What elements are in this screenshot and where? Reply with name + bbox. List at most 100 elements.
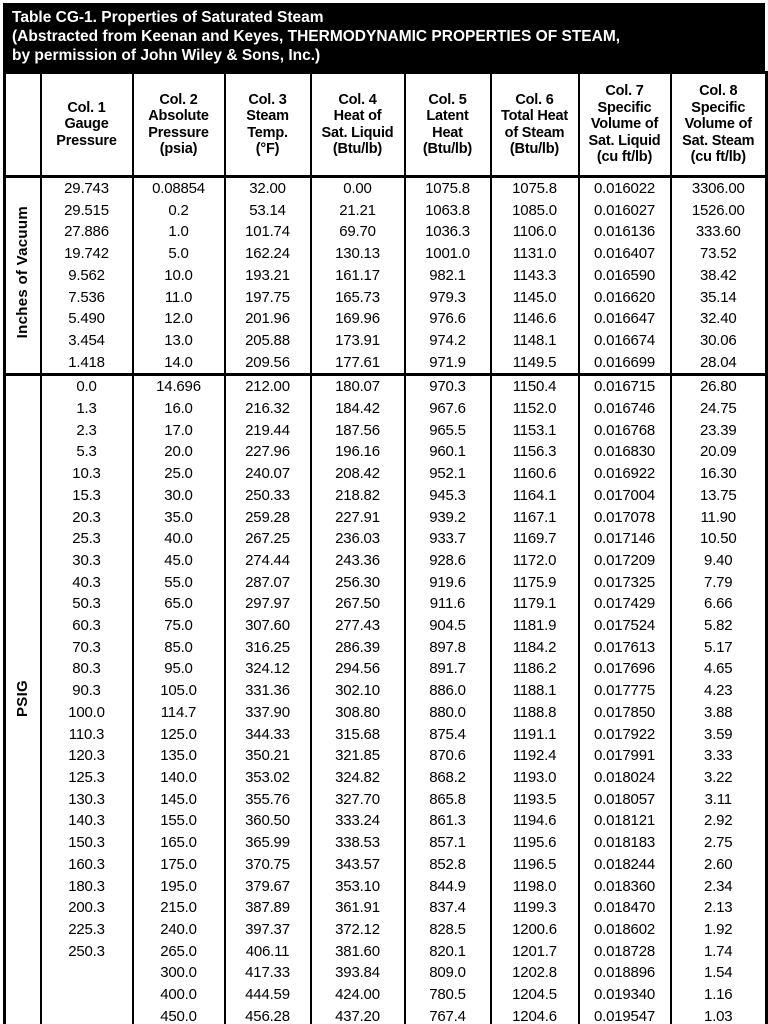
data-cell-col3: 287.07 bbox=[223, 571, 312, 594]
data-cell-col8: 1.92 bbox=[669, 918, 768, 941]
data-cell-col7: 0.018244 bbox=[577, 853, 672, 876]
data-cell-col1: 40.3 bbox=[39, 571, 134, 594]
data-cell-col3: 197.75 bbox=[223, 286, 312, 309]
data-cell-col8: 1.54 bbox=[669, 962, 768, 985]
data-cell-col1: 70.3 bbox=[39, 636, 134, 659]
table-title-bar: Table CG-1. Properties of Saturated Stea… bbox=[3, 3, 765, 71]
data-cell-col1 bbox=[39, 984, 134, 1006]
data-cell-col1: 0.0 bbox=[39, 373, 134, 399]
data-cell-col1: 1.418 bbox=[39, 351, 134, 375]
data-cell-col5: 865.8 bbox=[403, 788, 492, 811]
data-cell-col1: 29.515 bbox=[39, 199, 134, 222]
data-cell-col3: 417.33 bbox=[223, 962, 312, 985]
data-cell-col5: 979.3 bbox=[403, 286, 492, 309]
data-cell-col6: 1186.2 bbox=[489, 658, 580, 681]
table-row: 10.3 25.0 240.07 208.42 952.1 1160.6 0.016922 1… bbox=[5, 463, 768, 485]
data-cell-col7: 0.017696 bbox=[577, 658, 672, 681]
data-cell-col5: 875.4 bbox=[403, 723, 492, 746]
data-cell-col2: 13.0 bbox=[131, 329, 226, 352]
data-cell-col7: 0.016674 bbox=[577, 329, 672, 352]
data-cell-col7: 0.017850 bbox=[577, 701, 672, 724]
row-group-label-inches-of-vacuum: Inches of Vacuum bbox=[13, 206, 31, 339]
data-cell-col7: 0.017524 bbox=[577, 615, 672, 637]
row-group-cell-inches-of-vacuum: Inches of Vacuum bbox=[3, 176, 42, 375]
table-row: 110.3 125.0 344.33 315.68 875.4 1191.1 0.01792… bbox=[5, 723, 768, 746]
data-cell-col3: 350.21 bbox=[223, 745, 312, 767]
data-cell-col1: 15.3 bbox=[39, 484, 134, 507]
data-cell-col7: 0.017209 bbox=[577, 549, 672, 572]
data-cell-col4: 321.85 bbox=[309, 745, 406, 767]
data-cell-col7: 0.018024 bbox=[577, 766, 672, 789]
data-cell-col7: 0.016407 bbox=[577, 243, 672, 265]
data-cell-col3: 274.44 bbox=[223, 549, 312, 572]
data-cell-col6: 1204.5 bbox=[489, 984, 580, 1006]
data-cell-col8: 24.75 bbox=[669, 398, 768, 420]
data-cell-col8: 35.14 bbox=[669, 286, 768, 309]
data-cell-col5: 911.6 bbox=[403, 593, 492, 616]
data-cell-col6: 1200.6 bbox=[489, 918, 580, 941]
data-cell-col1: 20.3 bbox=[39, 506, 134, 529]
table-row: 400.0 444.59 424.00 780.5 1204.5 0.019340 1.16 bbox=[5, 984, 768, 1006]
data-cell-col8: 7.79 bbox=[669, 571, 768, 594]
data-cell-col6: 1164.1 bbox=[489, 484, 580, 507]
data-cell-col8: 3.88 bbox=[669, 701, 768, 724]
data-cell-col4: 173.91 bbox=[309, 329, 406, 352]
data-cell-col7: 0.016746 bbox=[577, 398, 672, 420]
data-cell-col5: 870.6 bbox=[403, 745, 492, 767]
header-corner-cell bbox=[3, 71, 42, 178]
data-cell-col8: 3.22 bbox=[669, 766, 768, 789]
data-cell-col5: 1063.8 bbox=[403, 199, 492, 222]
data-cell-col6: 1148.1 bbox=[489, 329, 580, 352]
data-cell-col1: 9.562 bbox=[39, 264, 134, 287]
data-cell-col2: 10.0 bbox=[131, 264, 226, 287]
data-cell-col5: 844.9 bbox=[403, 875, 492, 898]
data-cell-col2: 35.0 bbox=[131, 506, 226, 529]
data-cell-col1: 120.3 bbox=[39, 745, 134, 767]
data-cell-col3: 331.36 bbox=[223, 680, 312, 702]
data-cell-col3: 370.75 bbox=[223, 853, 312, 876]
row-group-cell-psig: PSIG bbox=[3, 373, 42, 1024]
data-cell-col2: 0.2 bbox=[131, 199, 226, 222]
data-cell-col3: 219.44 bbox=[223, 419, 312, 442]
table-row: 140.3 155.0 360.50 333.24 861.3 1194.6 0.01812… bbox=[5, 810, 768, 833]
data-cell-col1: 1.3 bbox=[39, 398, 134, 420]
data-cell-col5: 939.2 bbox=[403, 506, 492, 529]
data-cell-col2: 75.0 bbox=[131, 615, 226, 637]
data-cell-col5: 767.4 bbox=[403, 1005, 492, 1024]
table-row: 5.490 12.0 201.96 169.96 976.6 1146.6 0.016647… bbox=[5, 308, 768, 330]
data-cell-col3: 216.32 bbox=[223, 398, 312, 420]
data-cell-col3: 307.60 bbox=[223, 615, 312, 637]
data-cell-col8: 73.52 bbox=[669, 243, 768, 265]
data-cell-col4: 256.30 bbox=[309, 571, 406, 594]
data-cell-col8: 9.40 bbox=[669, 549, 768, 572]
data-cell-col6: 1106.0 bbox=[489, 221, 580, 244]
data-cell-col7: 0.018121 bbox=[577, 810, 672, 833]
column-header-1: Col. 1 Gauge Pressure bbox=[39, 71, 134, 178]
data-cell-col5: 1001.0 bbox=[403, 243, 492, 265]
data-cell-col8: 26.80 bbox=[669, 373, 768, 399]
data-cell-col4: 277.43 bbox=[309, 615, 406, 637]
data-cell-col2: 140.0 bbox=[131, 766, 226, 789]
table-row: 125.3 140.0 353.02 324.82 868.2 1193.0 0.01802… bbox=[5, 766, 768, 789]
data-cell-col3: 444.59 bbox=[223, 984, 312, 1006]
data-cell-col3: 101.74 bbox=[223, 221, 312, 244]
data-cell-col3: 406.11 bbox=[223, 940, 312, 963]
data-cell-col2: 30.0 bbox=[131, 484, 226, 507]
table-row: 9.562 10.0 193.21 161.17 982.1 1143.3 0.016590… bbox=[5, 264, 768, 287]
data-cell-col6: 1156.3 bbox=[489, 441, 580, 464]
data-cell-col7: 0.019547 bbox=[577, 1005, 672, 1024]
data-cell-col2: 145.0 bbox=[131, 788, 226, 811]
table-header-row: Col. 1 Gauge Pressure Col. 2 Absolute Pre… bbox=[3, 71, 768, 178]
data-cell-col3: 212.00 bbox=[223, 373, 312, 399]
data-cell-col3: 267.25 bbox=[223, 528, 312, 550]
data-cell-col4: 308.80 bbox=[309, 701, 406, 724]
data-cell-col6: 1188.1 bbox=[489, 680, 580, 702]
data-cell-col5: 1075.8 bbox=[403, 176, 492, 200]
data-cell-col1: 2.3 bbox=[39, 419, 134, 442]
data-cell-col3: 259.28 bbox=[223, 506, 312, 529]
data-cell-col7: 0.017325 bbox=[577, 571, 672, 594]
data-cell-col1: 140.3 bbox=[39, 810, 134, 833]
data-cell-col5: 971.9 bbox=[403, 351, 492, 375]
data-cell-col5: 897.8 bbox=[403, 636, 492, 659]
